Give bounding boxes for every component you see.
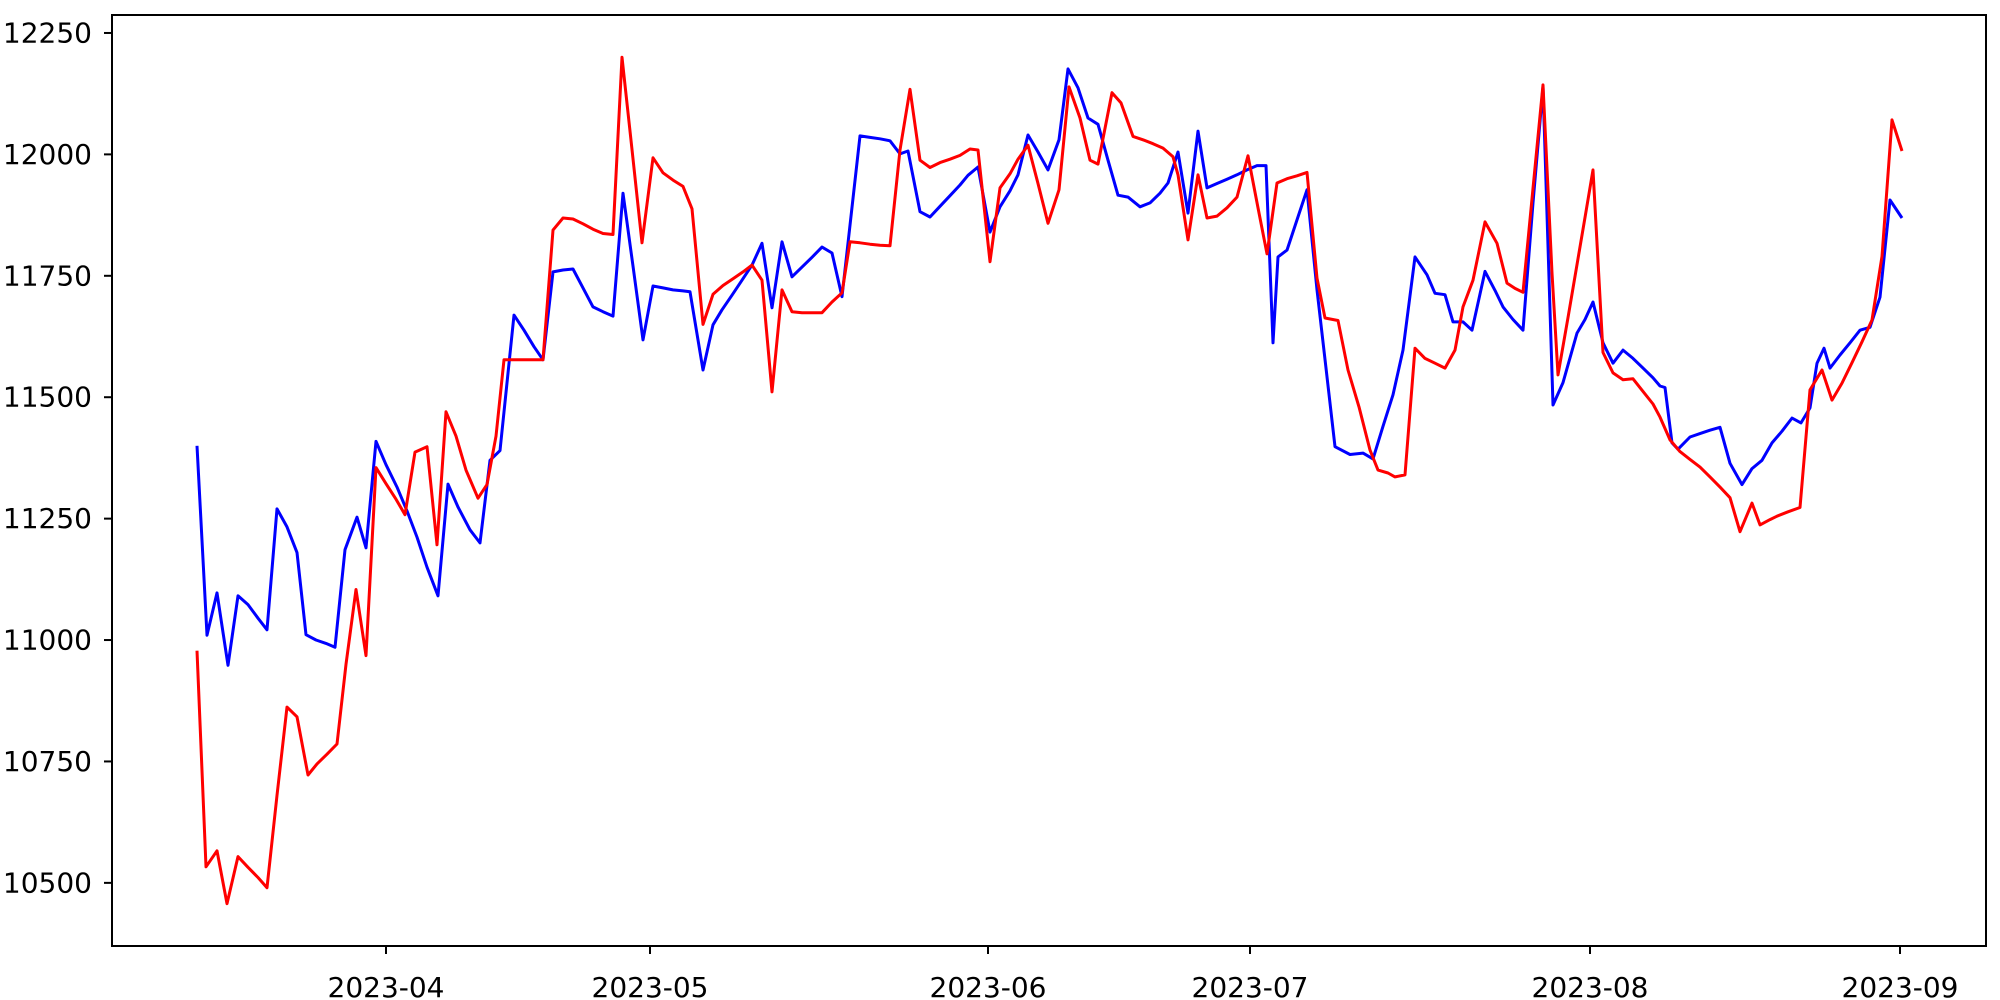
plot-border <box>111 14 1987 947</box>
y-tick-label: 11750 <box>3 259 92 292</box>
x-tick-label: 2023-09 <box>1842 971 1959 1000</box>
red-series-line <box>195 55 1904 906</box>
x-tick-label: 2023-06 <box>930 971 1047 1000</box>
x-tick-label: 2023-04 <box>328 971 445 1000</box>
y-tick-label: 11000 <box>3 624 92 657</box>
x-tick-label: 2023-05 <box>592 971 709 1000</box>
y-tick-label: 10500 <box>3 866 92 899</box>
x-tick-label: 2023-07 <box>1192 971 1309 1000</box>
y-tick-label: 11500 <box>3 381 92 414</box>
y-tick-label: 12000 <box>3 138 92 171</box>
y-tick-label: 12250 <box>3 16 92 49</box>
y-tick-label: 11250 <box>3 502 92 535</box>
blue-series-line <box>195 67 1904 667</box>
x-tick-label: 2023-08 <box>1532 971 1649 1000</box>
y-tick-label: 10750 <box>3 745 92 778</box>
